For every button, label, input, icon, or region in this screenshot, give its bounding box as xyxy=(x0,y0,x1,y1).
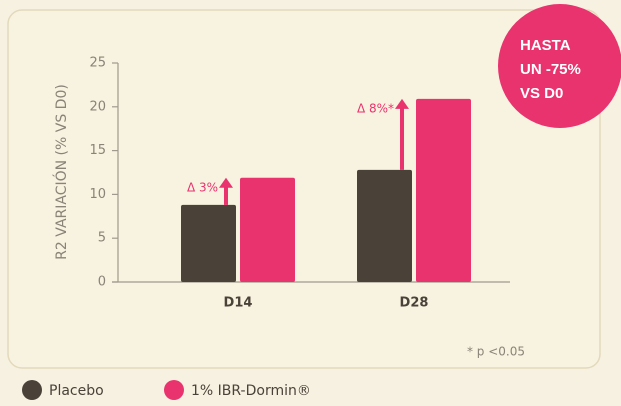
delta-arrowhead xyxy=(395,98,409,109)
bar xyxy=(357,169,412,282)
y-axis-label: R2 VARIACIÓN (% VS D0) xyxy=(52,84,70,260)
bar xyxy=(181,204,236,282)
x-tick-label: D14 xyxy=(224,296,253,311)
delta-arrowhead xyxy=(219,177,233,188)
badge-line: VS D0 xyxy=(520,85,563,102)
annotation: Δ 3% xyxy=(187,180,218,194)
badge-line: HASTA xyxy=(520,37,571,54)
badge-line: UN -75% xyxy=(520,61,581,78)
badge xyxy=(498,4,621,128)
footnote: * p <0.05 xyxy=(467,345,525,359)
annotation: Δ 8%* xyxy=(357,101,394,115)
y-tick-label: 0 xyxy=(98,275,106,290)
y-tick-label: 5 xyxy=(98,231,106,246)
bar xyxy=(416,98,471,282)
bar xyxy=(240,177,295,282)
y-tick-label: 20 xyxy=(89,99,106,114)
y-tick-label: 15 xyxy=(89,143,106,158)
x-tick-label: D28 xyxy=(400,296,429,311)
legend-swatch xyxy=(22,380,42,400)
y-tick-label: 10 xyxy=(89,187,106,202)
y-tick-label: 25 xyxy=(89,56,106,71)
legend-swatch xyxy=(164,380,184,400)
legend-label: 1% IBR-Dormin® xyxy=(191,383,311,399)
legend-label: Placebo xyxy=(49,383,104,399)
